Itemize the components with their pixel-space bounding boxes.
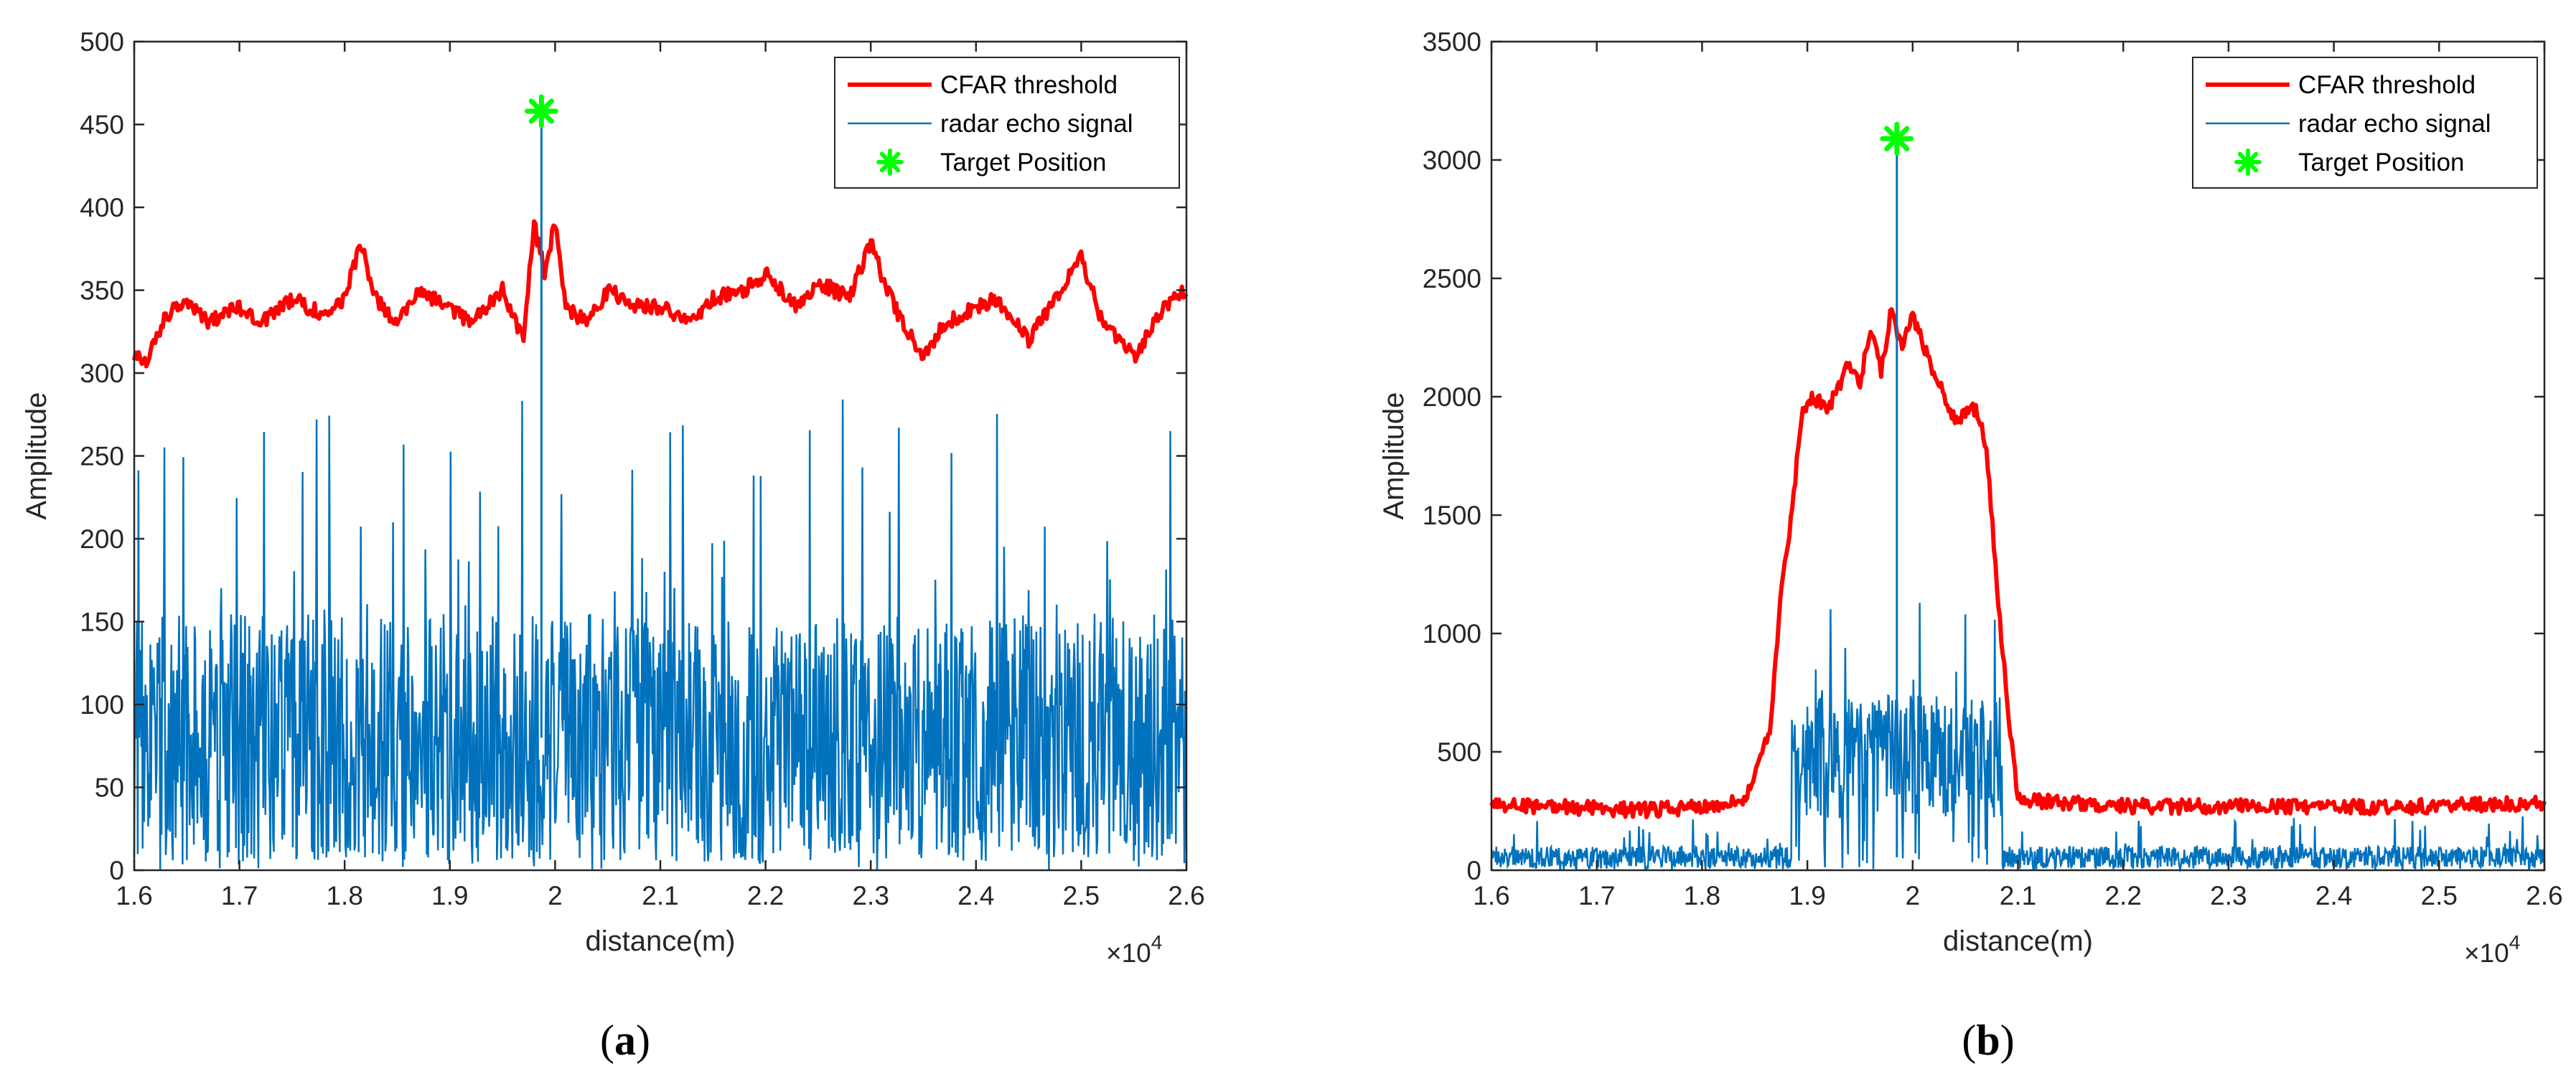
series-cfar-threshold	[132, 219, 1189, 369]
x-tick-label: 1.7	[1578, 881, 1615, 910]
y-tick-label: 300	[80, 359, 124, 388]
legend-swatch-marker	[2237, 151, 2259, 173]
y-tick-label: 3000	[1423, 146, 1481, 175]
legend-swatch-marker	[879, 151, 901, 173]
x-tick-label: 1.9	[431, 881, 468, 910]
x-tick-label: 2.6	[2526, 881, 2562, 910]
y-tick-label: 150	[80, 608, 124, 637]
figure-label-a: (a)	[600, 1017, 650, 1064]
y-tick-label: 1500	[1423, 501, 1481, 530]
x-tick-label: 2.5	[1063, 881, 1100, 910]
target-position-marker	[1880, 121, 1914, 156]
legend: CFAR threshold radar echo signal Target Po…	[834, 57, 1180, 189]
x-tick-label: 1.6	[1473, 881, 1509, 910]
x-axis-multiplier-exponent: 4	[2509, 931, 2521, 953]
legend-label: radar echo signal	[940, 110, 1133, 138]
y-tick-label: 2000	[1423, 382, 1481, 412]
x-axis-label: distance(m)	[586, 925, 736, 957]
legend-item: radar echo signal	[2206, 110, 2491, 138]
chart-panel-b: 1.6 1.7 1.8 1.9 2 2.1 2.2 2.3 2.4 2.5 2.6 0 500 1000 1…	[1378, 27, 2563, 968]
x-tick-label: 2.5	[2421, 881, 2458, 910]
x-tick-label: 2.4	[2315, 881, 2352, 910]
y-tick-label: 450	[80, 110, 124, 140]
x-tick-label: 1.8	[1684, 881, 1720, 910]
legend-item: CFAR threshold	[2206, 71, 2476, 99]
x-tick-label: 1.6	[116, 881, 152, 910]
x-tick-label: 2.4	[957, 881, 994, 910]
x-tick-label: 2.6	[1168, 881, 1204, 910]
y-tick-label: 2500	[1423, 264, 1481, 293]
series-cfar-threshold	[1489, 307, 2547, 819]
y-tick-label: 50	[95, 773, 124, 803]
legend-label: Target Position	[940, 149, 1107, 176]
x-tick-label: 2.1	[642, 881, 678, 910]
legend-item: CFAR threshold	[848, 71, 1118, 99]
x-axis-multiplier-base: ×10	[2464, 938, 2509, 968]
x-tick-label: 2.3	[2210, 881, 2247, 910]
y-tick-label: 1000	[1423, 619, 1481, 649]
x-axis-multiplier-exponent: 4	[1151, 931, 1163, 953]
legend-label: CFAR threshold	[940, 71, 1118, 99]
y-tick-label: 500	[1437, 738, 1481, 767]
x-axis-multiplier: ×104	[1106, 931, 1162, 968]
y-axis-label: Amplitude	[1378, 392, 1410, 520]
y-tick-label: 0	[109, 856, 124, 885]
y-tick-label: 250	[80, 442, 124, 471]
x-tick-label: 2	[548, 881, 563, 910]
legend-item: Target Position	[2234, 149, 2465, 176]
series-radar-echo-signal	[133, 399, 1188, 871]
x-tick-label: 1.9	[1789, 881, 1825, 910]
y-tick-label: 400	[80, 193, 124, 222]
legend-item: radar echo signal	[848, 110, 1133, 138]
x-axis-label: distance(m)	[1943, 925, 2093, 957]
y-tick-label: 0	[1466, 856, 1481, 885]
x-tick-label: 2	[1906, 881, 1921, 910]
x-tick-label: 1.8	[326, 881, 362, 910]
legend-label: Target Position	[2298, 149, 2465, 176]
y-tick-label: 3500	[1423, 27, 1481, 57]
x-tick-label: 2.2	[747, 881, 784, 910]
y-tick-label: 100	[80, 690, 124, 720]
target-position-marker	[524, 94, 558, 128]
chart-panel-a: 1.6 1.7 1.8 1.9 2 2.1 2.2 2.3 2.4 2.5 2.6 0 50 100 150…	[21, 27, 1205, 968]
y-tick-label: 200	[80, 524, 124, 554]
y-axis-label: Amplitude	[21, 392, 52, 520]
legend-label: CFAR threshold	[2298, 71, 2476, 99]
x-tick-label: 1.7	[221, 881, 258, 910]
x-axis-multiplier-base: ×10	[1106, 938, 1151, 968]
x-axis-multiplier: ×104	[2464, 931, 2520, 968]
x-tick-label: 2.1	[2000, 881, 2036, 910]
x-tick-label: 2.2	[2104, 881, 2141, 910]
legend: CFAR threshold radar echo signal Target Po…	[2192, 57, 2538, 189]
legend-label: radar echo signal	[2298, 110, 2491, 138]
legend-item: Target Position	[876, 149, 1107, 176]
y-tick-label: 350	[80, 276, 124, 306]
figure-label-b: (b)	[1962, 1017, 2014, 1064]
x-tick-label: 2.3	[852, 881, 889, 910]
y-tick-label: 500	[80, 27, 124, 57]
